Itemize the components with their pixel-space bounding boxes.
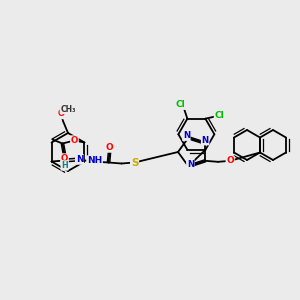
Text: S: S — [131, 158, 138, 167]
Text: O: O — [226, 156, 234, 165]
Text: O: O — [71, 136, 78, 145]
Text: Cl: Cl — [214, 111, 224, 120]
Text: N: N — [187, 160, 194, 169]
Text: O: O — [106, 143, 113, 152]
Text: H: H — [61, 161, 68, 170]
Text: Cl: Cl — [176, 100, 185, 109]
Text: O: O — [57, 110, 64, 118]
Text: N: N — [76, 155, 83, 164]
Text: CH₃: CH₃ — [60, 104, 76, 113]
Text: NH: NH — [87, 156, 102, 165]
Text: O: O — [61, 154, 68, 163]
Text: N: N — [183, 131, 190, 140]
Text: N: N — [202, 136, 209, 145]
